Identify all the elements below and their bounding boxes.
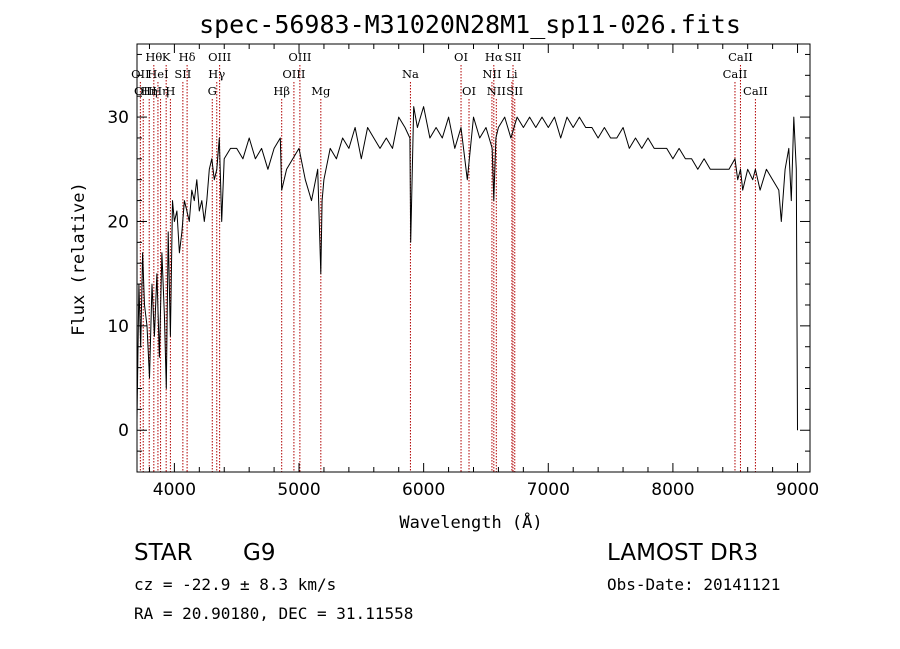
plot-frame bbox=[136, 43, 811, 473]
spectral-line-label: NII bbox=[482, 67, 501, 81]
spectral-line-label: Na bbox=[402, 67, 419, 81]
object-subclass: G9 bbox=[243, 540, 276, 566]
x-tick-label: 6000 bbox=[402, 480, 445, 500]
spectral-line-labels: OIIOIIHηHθHeIHηKHSIIHδGHγOIIIHβOIIIOIIIM… bbox=[131, 50, 768, 98]
spectral-line-label: SII bbox=[505, 50, 522, 64]
spectral-line-label: NII bbox=[487, 84, 506, 98]
spectral-line-label: Hβ bbox=[273, 84, 290, 98]
ra-dec: RA = 20.90180, DEC = 31.11558 bbox=[134, 604, 414, 623]
x-axis-ticks: 4000 5000 6000 7000 8000 9000 bbox=[148, 44, 819, 500]
x-tick-label: 7000 bbox=[527, 480, 570, 500]
spectral-line-label: CaII bbox=[728, 50, 753, 64]
spectral-line-label: CaII bbox=[723, 67, 748, 81]
x-tick-label: 9000 bbox=[776, 480, 819, 500]
y-tick-label: 10 bbox=[107, 317, 129, 337]
object-class: STAR bbox=[134, 540, 193, 566]
spectral-line-label: Li bbox=[506, 67, 518, 81]
y-tick-label: 0 bbox=[118, 421, 129, 441]
spectral-line-label: OIII bbox=[208, 50, 231, 64]
x-tick-label: 5000 bbox=[277, 480, 320, 500]
spectral-line-label: OIII bbox=[282, 67, 305, 81]
spectral-line-label: SII bbox=[506, 84, 523, 98]
spectral-line-label: G bbox=[208, 84, 217, 98]
y-axis-ticks: 0 10 20 30 bbox=[107, 53, 810, 452]
spectral-line-label: SII bbox=[174, 67, 191, 81]
spectral-line-label: HeI bbox=[147, 67, 168, 81]
x-tick-label: 8000 bbox=[651, 480, 694, 500]
observation-date: Obs-Date: 20141121 bbox=[607, 575, 781, 594]
spectral-line-label: OII bbox=[131, 67, 150, 81]
spectral-line-label: OII bbox=[134, 84, 153, 98]
spectral-line-label: Hθ bbox=[145, 50, 162, 64]
y-tick-label: 30 bbox=[107, 108, 129, 128]
y-axis-label: Flux (relative) bbox=[69, 182, 89, 336]
spectral-line-label: Hη bbox=[141, 84, 158, 98]
spectral-line-label: H bbox=[165, 84, 175, 98]
spectral-line-label: Hη bbox=[152, 84, 169, 98]
spectral-line-label: OI bbox=[462, 84, 476, 98]
spectral-line-markers bbox=[139, 65, 756, 472]
spectral-line-label: Hγ bbox=[208, 67, 225, 81]
x-axis-label: Wavelength (Å) bbox=[399, 511, 542, 533]
spectral-line-label: Mg bbox=[311, 84, 331, 98]
spectral-line-label: Hα bbox=[485, 50, 503, 64]
y-tick-label: 20 bbox=[107, 212, 129, 232]
spectral-line-label: K bbox=[162, 50, 171, 64]
redshift-cz: cz = -22.9 ± 8.3 km/s bbox=[134, 575, 337, 594]
spectrum-line bbox=[136, 106, 798, 431]
spectral-line-label: Hδ bbox=[179, 50, 196, 64]
x-tick-label: 4000 bbox=[153, 480, 196, 500]
survey-name: LAMOST DR3 bbox=[607, 540, 759, 566]
spectral-line-label: OI bbox=[454, 50, 468, 64]
chart-title: spec-56983-M31020N28M1_sp11-026.fits bbox=[199, 10, 741, 39]
spectrum-chart: spec-56983-M31020N28M1_sp11-026.fits OII… bbox=[69, 10, 819, 533]
spectral-line-label: CaII bbox=[743, 84, 768, 98]
spectral-line-label: OIII bbox=[288, 50, 311, 64]
